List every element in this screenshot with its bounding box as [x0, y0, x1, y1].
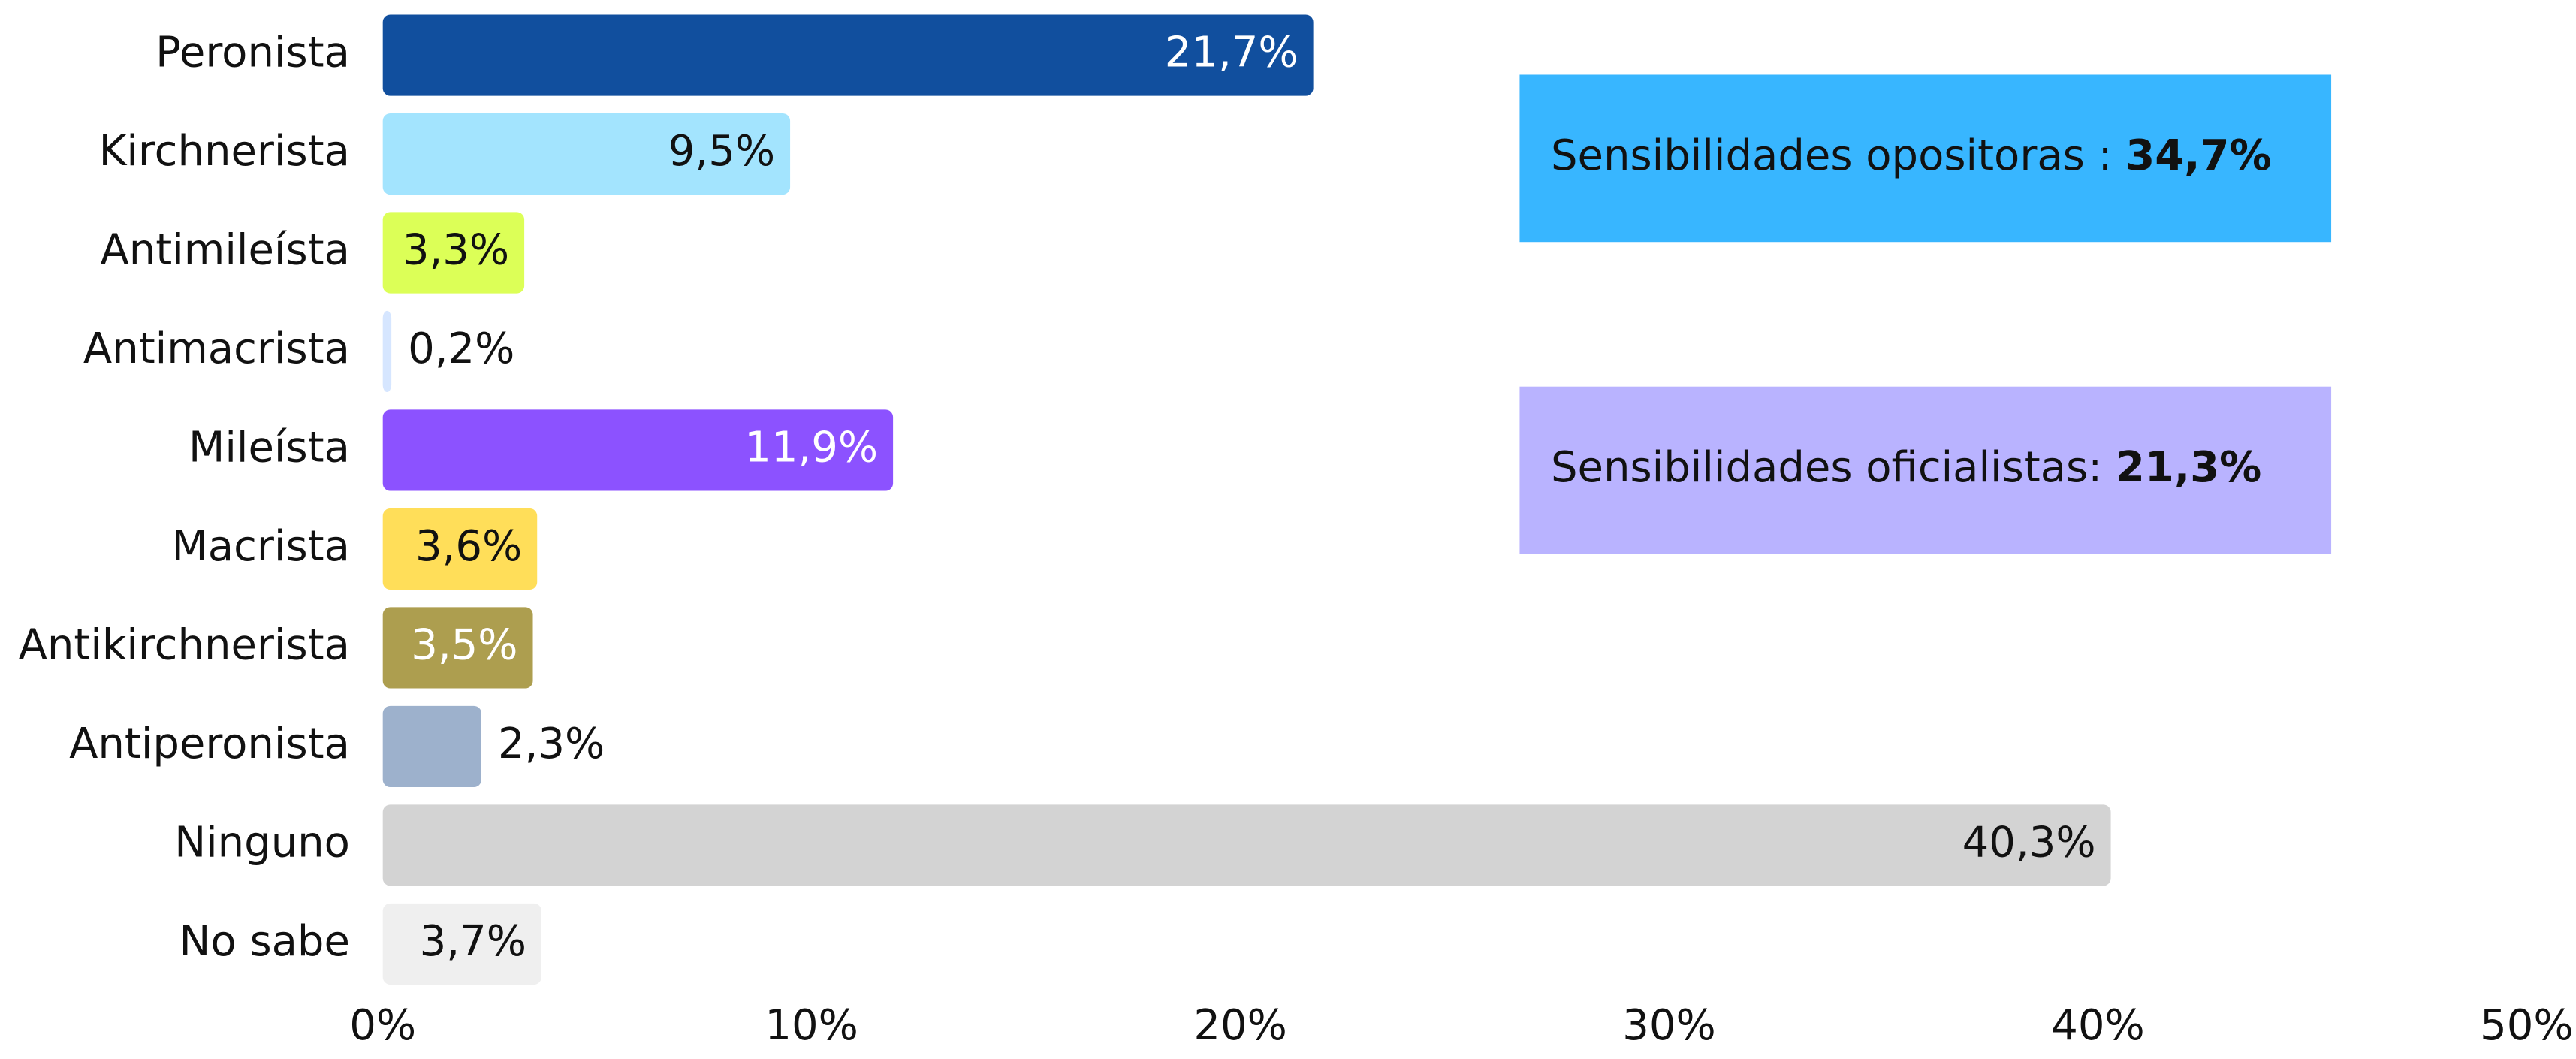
- annotation-text: Sensibilidades opositoras : 34,7%: [1551, 131, 2272, 180]
- annotation-box: [1519, 74, 2332, 243]
- annotation-label: Sensibilidades oficialistas:: [1551, 443, 2116, 492]
- annotation-label: Sensibilidades opositoras :: [1551, 131, 2125, 180]
- x-tick-label: 0%: [349, 1001, 416, 1050]
- value-label: 0,2%: [408, 324, 514, 373]
- bar: [382, 705, 482, 787]
- value-label: 2,3%: [498, 720, 605, 768]
- category-label: Kirchnerista: [99, 127, 350, 176]
- bar: [382, 508, 538, 590]
- bar: [382, 804, 2111, 886]
- x-tick-label: 10%: [765, 1001, 858, 1050]
- value-label: 3,7%: [420, 917, 526, 966]
- annotation-value: 21,3%: [2116, 443, 2261, 492]
- category-label: Ninguno: [174, 819, 350, 867]
- x-tick-label: 30%: [1622, 1001, 1715, 1050]
- value-label: 40,3%: [1962, 819, 2096, 867]
- bar: [382, 310, 392, 393]
- value-label: 11,9%: [744, 424, 878, 472]
- x-tick-label: 40%: [2051, 1001, 2144, 1050]
- category-label: Peronista: [155, 29, 350, 77]
- annotation-box: [1519, 386, 2332, 554]
- value-label: 3,3%: [403, 226, 509, 275]
- category-label: Antimacrista: [83, 324, 350, 373]
- annotation-value: 34,7%: [2125, 131, 2271, 180]
- x-tick-label: 20%: [1193, 1001, 1286, 1050]
- value-label: 3,6%: [415, 522, 522, 571]
- category-label: Antikirchnerista: [19, 621, 350, 670]
- bar: [382, 212, 525, 294]
- bar: [382, 409, 894, 491]
- category-label: Macrista: [171, 522, 349, 571]
- bar: [382, 607, 533, 689]
- value-label: 3,5%: [411, 621, 517, 670]
- value-label: 9,5%: [668, 127, 775, 176]
- annotation-text: Sensibilidades oficialistas: 21,3%: [1551, 443, 2261, 492]
- value-label: 21,7%: [1165, 29, 1299, 77]
- category-label: Antimileísta: [100, 226, 349, 275]
- category-label: Antiperonista: [69, 720, 350, 768]
- bar: [382, 903, 541, 985]
- category-label: No sabe: [179, 917, 349, 966]
- bar: [382, 14, 1314, 96]
- category-label: Mileísta: [189, 424, 350, 472]
- x-tick-label: 50%: [2480, 1001, 2573, 1050]
- bar: [382, 113, 791, 195]
